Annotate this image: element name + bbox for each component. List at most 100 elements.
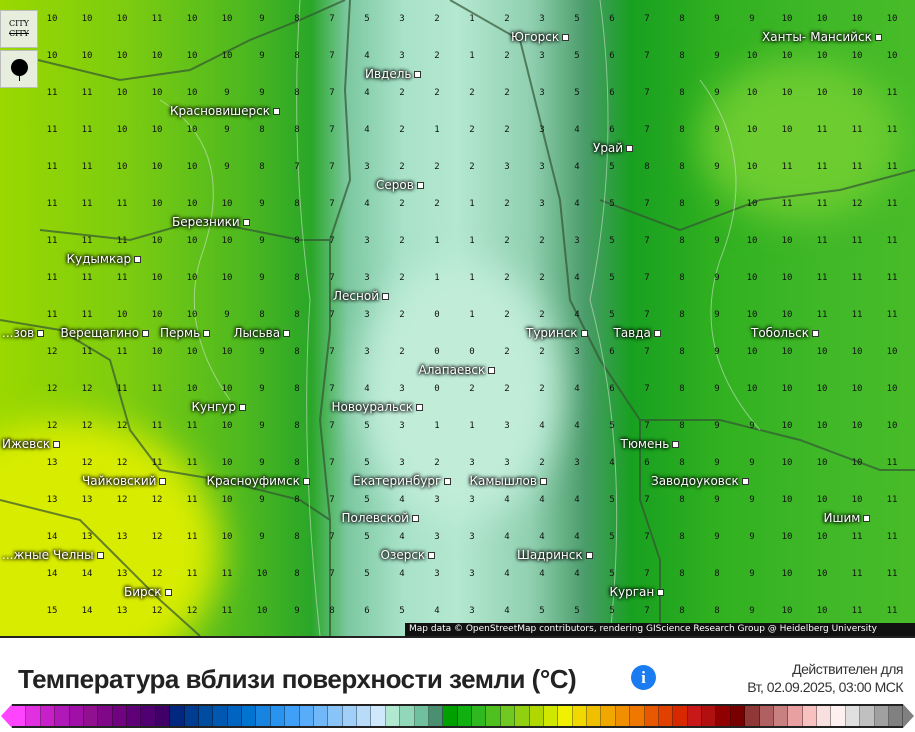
- city-marker[interactable]: ...зов: [2, 327, 45, 340]
- temperature-value: 11: [886, 162, 898, 172]
- temperature-value: 2: [399, 347, 405, 357]
- city-name: Югорск: [511, 30, 560, 44]
- temperature-value: 5: [364, 569, 370, 579]
- temperature-value: 8: [644, 162, 650, 172]
- city-marker[interactable]: Кунгур: [192, 401, 246, 414]
- city-marker[interactable]: Ижевск: [2, 438, 61, 451]
- city-marker[interactable]: Камышлов: [470, 475, 547, 488]
- temperature-value: 11: [186, 458, 198, 468]
- temperature-value: 11: [816, 310, 828, 320]
- city-dot-icon: [863, 515, 871, 522]
- temperature-value: 2: [399, 310, 405, 320]
- temperature-value: 11: [851, 273, 863, 283]
- city-marker[interactable]: Алапаевск: [419, 364, 496, 377]
- city-marker[interactable]: Озерск: [381, 549, 436, 562]
- temperature-value: 4: [539, 569, 545, 579]
- temperature-value: 11: [851, 236, 863, 246]
- city-marker[interactable]: Заводоуковск: [651, 475, 749, 488]
- scale-swatch: [40, 706, 56, 726]
- temperature-map[interactable]: 10 10 10 11 10 10 9 8 7 5 3 2 1 2 3 5 6 7 8 9 9 10 10 10 10 10 10 1…: [0, 0, 915, 636]
- city-marker[interactable]: Ивдель: [365, 68, 422, 81]
- city-marker[interactable]: Новоуральск: [332, 401, 423, 414]
- city-marker[interactable]: Екатеринбург: [353, 475, 452, 488]
- temperature-value: 2: [434, 162, 440, 172]
- city-marker[interactable]: Ханты- Мансийск: [762, 31, 882, 44]
- city-marker[interactable]: Лысьва: [234, 327, 291, 340]
- city-dot-icon: [488, 367, 496, 374]
- temperature-value: 2: [539, 384, 545, 394]
- city-dot-icon: [302, 478, 310, 485]
- city-dot-icon: [411, 515, 419, 522]
- city-marker[interactable]: Тюмень: [621, 438, 680, 451]
- temperature-value: 7: [644, 347, 650, 357]
- temperature-value: 1: [469, 273, 475, 283]
- temperature-value: 9: [714, 88, 720, 98]
- city-marker[interactable]: Красновишерск: [170, 105, 280, 118]
- scale-swatch: [342, 706, 357, 726]
- temperature-value: 12: [116, 421, 128, 431]
- temperature-value: 6: [609, 347, 615, 357]
- region-borders: [0, 0, 915, 636]
- city-dot-icon: [242, 219, 250, 226]
- temperature-value: 11: [781, 199, 793, 209]
- temperature-value: 2: [434, 199, 440, 209]
- temperature-value: 10: [186, 384, 198, 394]
- temperature-value: 8: [714, 606, 720, 616]
- scale-swatch: [716, 706, 731, 726]
- temperature-value: 10: [781, 14, 793, 24]
- scale-swatch: [213, 706, 228, 726]
- city-marker[interactable]: Кудымкар: [67, 253, 142, 266]
- city-marker[interactable]: Пермь: [160, 327, 211, 340]
- city-name: Тавда: [613, 326, 651, 340]
- info-icon[interactable]: i: [631, 665, 656, 690]
- city-name: Челны: [52, 548, 94, 562]
- city-marker[interactable]: Шадринск: [517, 549, 593, 562]
- temperature-value: 8: [294, 14, 300, 24]
- city-marker[interactable]: Тавда: [614, 327, 661, 340]
- city-name: Новоуральск: [331, 400, 413, 414]
- temperature-value: 13: [81, 495, 93, 505]
- pin-toggle[interactable]: [0, 50, 38, 88]
- city-marker[interactable]: Югорск: [511, 30, 570, 44]
- city-labels-toggle[interactable]: CITY CITY: [0, 10, 38, 48]
- temperature-value: 11: [46, 125, 58, 135]
- temperature-value: 10: [221, 199, 233, 209]
- city-marker[interactable]: Тобольск: [751, 327, 820, 340]
- temperature-value: 11: [886, 236, 898, 246]
- city-marker[interactable]: Урай: [593, 142, 634, 155]
- city-marker[interactable]: ...жные Челны: [2, 549, 104, 562]
- temperature-value: 10: [781, 495, 793, 505]
- city-marker[interactable]: Чайковский: [82, 475, 167, 488]
- temperature-value: 9: [714, 199, 720, 209]
- temperature-value: 4: [574, 125, 580, 135]
- temperature-value: 11: [186, 421, 198, 431]
- temperature-value: 11: [81, 310, 93, 320]
- city-name: Лысьва: [233, 326, 281, 340]
- temperature-value: 10: [816, 532, 828, 542]
- city-dot-icon: [414, 71, 422, 78]
- city-dot-icon: [164, 589, 172, 596]
- temperature-value: 11: [886, 458, 898, 468]
- city-marker[interactable]: Лесной: [333, 290, 389, 303]
- map-attribution[interactable]: Map data © OpenStreetMap contributors, r…: [405, 623, 915, 636]
- city-marker[interactable]: Курган: [610, 586, 665, 599]
- temperature-value: 13: [46, 495, 58, 505]
- temperature-value: 4: [399, 532, 405, 542]
- temperature-value: 7: [644, 199, 650, 209]
- temperature-value: 10: [851, 347, 863, 357]
- city-marker[interactable]: Красноуфимск: [207, 475, 310, 488]
- city-marker[interactable]: Верещагино: [61, 327, 150, 340]
- city-marker[interactable]: Серов: [376, 179, 424, 192]
- city-marker[interactable]: Полевской: [342, 512, 419, 525]
- temperature-value: 12: [151, 606, 163, 616]
- city-marker[interactable]: Ишим: [824, 512, 871, 525]
- temperature-value: 3: [399, 384, 405, 394]
- temperature-value: 11: [886, 495, 898, 505]
- city-marker[interactable]: Березники: [172, 216, 250, 229]
- temperature-value: 11: [186, 532, 198, 542]
- city-marker[interactable]: Бирск: [124, 586, 172, 599]
- temperature-value: 3: [574, 347, 580, 357]
- city-marker[interactable]: Туринск: [526, 327, 588, 340]
- temperature-value: 12: [151, 532, 163, 542]
- temperature-value: 4: [574, 421, 580, 431]
